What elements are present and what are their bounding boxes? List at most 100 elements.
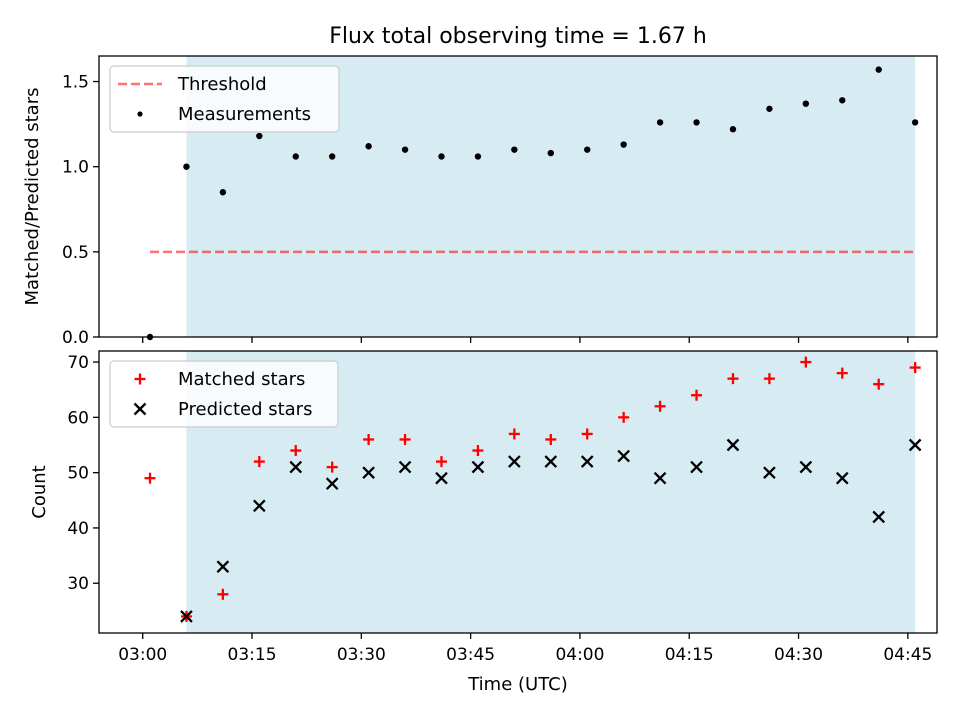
plot-frame xyxy=(98,55,938,338)
predicted-stars-point xyxy=(252,499,266,513)
predicted-stars-point xyxy=(835,471,849,485)
x-tick-label: 03:15 xyxy=(228,645,277,665)
measurements-point xyxy=(875,66,882,73)
ratio-panel: 0.0 0.5 1.0 1.5 Matched/Predicted stars Thre… xyxy=(22,55,938,348)
measurements-point xyxy=(656,119,664,126)
measurements-point xyxy=(511,146,518,153)
matched-stars-point xyxy=(545,433,557,445)
y-tick-label: 40 xyxy=(67,519,89,539)
predicted-stars-point xyxy=(362,466,375,479)
y-tick-label: 60 xyxy=(67,408,89,428)
matched-stars-point xyxy=(618,411,630,423)
y-axis-label: Matched/Predicted stars xyxy=(22,88,43,306)
ratio-legend: Threshold Measurements xyxy=(109,65,340,133)
measurements-point xyxy=(474,153,482,160)
count-panel: 30 40 50 60 70 03:00 03:15 03:30 03:45 04:00 04:15… xyxy=(29,350,938,665)
x-tick-label: 04:15 xyxy=(665,645,714,665)
predicted-stars-point xyxy=(799,460,813,474)
measurements-point xyxy=(256,132,263,140)
matched-stars-point xyxy=(435,456,447,468)
measurements-point xyxy=(328,153,336,160)
matched-stars-point xyxy=(399,433,411,445)
y-tick-label: 50 xyxy=(67,464,89,484)
x-tick-label: 04:00 xyxy=(555,645,604,665)
x-tick-label: 03:45 xyxy=(446,645,495,665)
matched-stars-point xyxy=(363,433,375,445)
y-tick-label: 30 xyxy=(67,574,89,594)
measurements-point xyxy=(693,119,700,126)
matched-stars-point xyxy=(909,362,921,374)
matched-stars-point xyxy=(763,373,775,385)
y-tick-label: 1.0 xyxy=(62,158,89,178)
plot-frame xyxy=(98,350,938,634)
y-axis-label: Count xyxy=(29,465,50,518)
matched-stars-point xyxy=(691,389,703,401)
predicted-stars-point xyxy=(435,471,448,485)
legend-label: Predicted stars xyxy=(178,399,312,420)
legend-label: Measurements xyxy=(178,104,311,125)
x-tick-label: 04:30 xyxy=(774,645,823,665)
matched-stars-point xyxy=(873,378,885,390)
measurements-point xyxy=(620,141,627,148)
predicted-stars-point xyxy=(471,460,485,474)
matched-stars-point xyxy=(654,400,666,412)
x-tick-label: 03:30 xyxy=(337,645,386,665)
legend-box xyxy=(109,360,339,428)
measurements-point xyxy=(547,149,554,157)
matched-stars-point xyxy=(253,456,265,468)
chart-title: Flux total observing time = 1.67 h xyxy=(329,24,707,49)
matched-stars-point xyxy=(326,461,338,473)
matched-stars-point xyxy=(836,367,848,379)
matched-stars-point xyxy=(290,445,302,457)
predicted-stars-point xyxy=(216,560,230,573)
y-tick-label: 0.5 xyxy=(62,243,89,263)
matched-stars-point xyxy=(472,445,484,457)
measurements-point xyxy=(292,153,299,160)
predicted-stars-point xyxy=(763,466,776,479)
y-tick-label: 70 xyxy=(67,353,89,373)
y-tick-label: 0.0 xyxy=(62,328,89,348)
matched-stars-point xyxy=(727,373,739,385)
legend-swatch xyxy=(137,111,143,117)
legend-box xyxy=(109,65,340,133)
predicted-stars-point xyxy=(398,460,412,474)
measurements-point xyxy=(365,143,372,150)
x-tick-label: 04:45 xyxy=(883,645,932,665)
legend-swatch xyxy=(133,402,147,416)
legend-swatch xyxy=(134,373,146,385)
matched-stars-point xyxy=(581,428,593,440)
measurements-point xyxy=(839,97,846,104)
predicted-stars-point xyxy=(580,455,594,468)
matched-stars-point xyxy=(508,428,520,440)
x-tick-label: 03:00 xyxy=(118,645,167,665)
y-tick-label: 1.5 xyxy=(62,73,89,93)
predicted-stars-point xyxy=(726,438,740,452)
measurements-point xyxy=(802,100,810,107)
predicted-stars-point xyxy=(690,460,703,474)
legend-label: Matched stars xyxy=(178,369,305,390)
predicted-stars-point xyxy=(872,510,886,524)
matched-stars-point xyxy=(217,588,229,600)
predicted-stars-point xyxy=(617,449,630,463)
predicted-stars-point xyxy=(653,471,667,485)
measurements-point xyxy=(911,119,919,126)
predicted-stars-point xyxy=(289,460,303,474)
count-legend: Matched stars Predicted stars xyxy=(109,360,339,428)
x-axis-label: Time (UTC) xyxy=(467,674,568,695)
predicted-stars-point xyxy=(325,477,339,491)
measurements-point xyxy=(584,146,591,153)
measurements-point xyxy=(183,163,190,170)
predicted-stars-point xyxy=(544,455,558,468)
predicted-stars-point xyxy=(508,455,521,468)
measurements-point xyxy=(729,126,737,133)
predicted-stars-point xyxy=(180,610,193,623)
predicted-stars-point xyxy=(908,438,922,452)
measurements-point xyxy=(766,105,773,112)
matched-stars-point xyxy=(144,472,156,484)
measurements-point xyxy=(401,146,409,153)
matched-stars-point xyxy=(800,356,812,368)
legend-label: Threshold xyxy=(177,74,267,95)
measurements-point xyxy=(219,189,227,196)
measurements-point xyxy=(438,153,445,160)
